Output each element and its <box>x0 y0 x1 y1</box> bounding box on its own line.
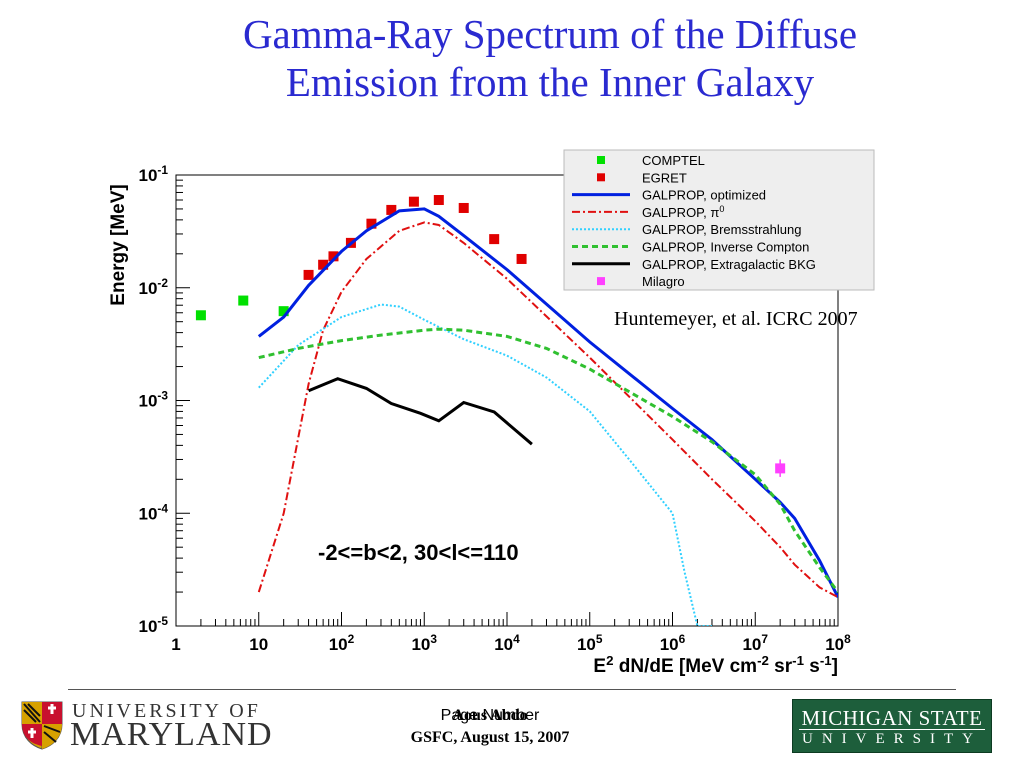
x-tick-label: 106 <box>660 632 686 654</box>
x-tick-label: 10 <box>249 635 268 654</box>
citation: Huntemeyer, et al. ICRC 2007 <box>614 308 858 330</box>
y-tick-label: 10-3 <box>139 389 169 411</box>
data-point-egret <box>386 204 397 215</box>
legend-label-galprop-extragalactic-bkg: GALPROP, Extragalactic BKG <box>642 257 816 272</box>
data-point-egret <box>328 251 339 262</box>
x-tick-label: 103 <box>411 632 437 654</box>
x-tick-label: 1 <box>171 635 180 654</box>
legend-label-galprop: GALPROP, π0 <box>642 204 724 220</box>
legend-label-galprop-inverse-compton: GALPROP, Inverse Compton <box>642 240 809 255</box>
michigan-state-logo: MICHIGAN STATE UNIVERSITY <box>792 699 992 753</box>
legend-label-egret: EGRET <box>642 170 687 185</box>
legend-label-comptel: COMPTEL <box>642 153 705 168</box>
slide-title-line2: Emission from the Inner Galaxy <box>285 59 815 105</box>
legend-label-galprop-bremsstrahlung: GALPROP, Bremsstrahlung <box>642 222 801 237</box>
series-line-galprop-optimized <box>257 207 838 598</box>
x-tick-label: 102 <box>329 632 355 654</box>
footer-author: Aous Abdo <box>452 707 528 724</box>
legend-swatch-milagro <box>597 277 605 286</box>
footer-divider <box>68 689 956 690</box>
data-point-egret <box>433 195 444 206</box>
x-tick-label: 104 <box>494 632 520 654</box>
region-annotation: -2<=b<2, 30<l<=110 <box>318 540 519 565</box>
footer-center: Aous Abdo Page Number GSFC, August 15, 2… <box>380 705 600 749</box>
slide-title-line1: Gamma-Ray Spectrum of the Diffuse <box>242 11 858 57</box>
series-line-galprop-inverse-compton <box>258 327 838 593</box>
data-point-egret <box>303 269 314 280</box>
page-number-placeholder: Page Number <box>440 707 540 724</box>
x-tick-label: 107 <box>742 632 768 654</box>
y-tick-label: 10-5 <box>139 614 169 636</box>
y-axis-label: Energy [MeV] <box>108 184 129 305</box>
data-point-egret <box>489 234 500 245</box>
data-point-comptel <box>238 295 249 306</box>
x-axis-label: E2 dN/dE [MeV cm-2 sr-1 s-1] <box>593 653 838 678</box>
legend-label-milagro: Milagro <box>642 274 685 289</box>
data-point-milagro <box>775 463 786 474</box>
data-point-egret <box>516 253 527 264</box>
umd-logo-line2: MARYLAND <box>70 716 273 753</box>
spectrum-chart: 1 10 102 103 104 105 106 107 108 10-1 10-2 10-3 10-4… <box>108 149 875 678</box>
data-point-comptel <box>195 310 206 321</box>
legend-label-galprop-optimized: GALPROP, optimized <box>642 188 766 203</box>
msu-logo-line1: MICHIGAN STATE <box>801 706 983 730</box>
footer-venue-date: GSFC, August 15, 2007 <box>410 729 570 746</box>
data-point-egret <box>458 202 469 213</box>
y-tick-label: 10-1 <box>139 163 169 185</box>
umd-logo-line1: UNIVERSITY OF <box>72 700 261 722</box>
data-point-egret <box>318 259 329 270</box>
legend-box <box>563 149 875 291</box>
x-tick-label: 108 <box>825 632 851 654</box>
msu-logo-rule <box>799 729 985 730</box>
legend-swatch-comptel <box>597 156 605 164</box>
msu-logo-line2: UNIVERSITY <box>802 731 982 747</box>
x-tick-label: 105 <box>577 632 603 654</box>
data-point-egret <box>408 196 419 207</box>
series-line-galprop-extragalactic-bkg <box>308 377 533 446</box>
y-tick-label: 10-2 <box>139 276 169 298</box>
maryland-shield-icon <box>21 701 63 750</box>
y-tick-label: 10-4 <box>139 501 169 523</box>
slide-title: Gamma-Ray Spectrum of the Diffuse Emissi… <box>150 10 950 106</box>
series-line-galprop-bremsstrahlung <box>258 303 712 626</box>
data-point-comptel <box>278 306 289 317</box>
data-point-egret <box>366 218 377 229</box>
legend-swatch-egret <box>597 173 605 182</box>
series-line-galprop <box>257 221 838 599</box>
